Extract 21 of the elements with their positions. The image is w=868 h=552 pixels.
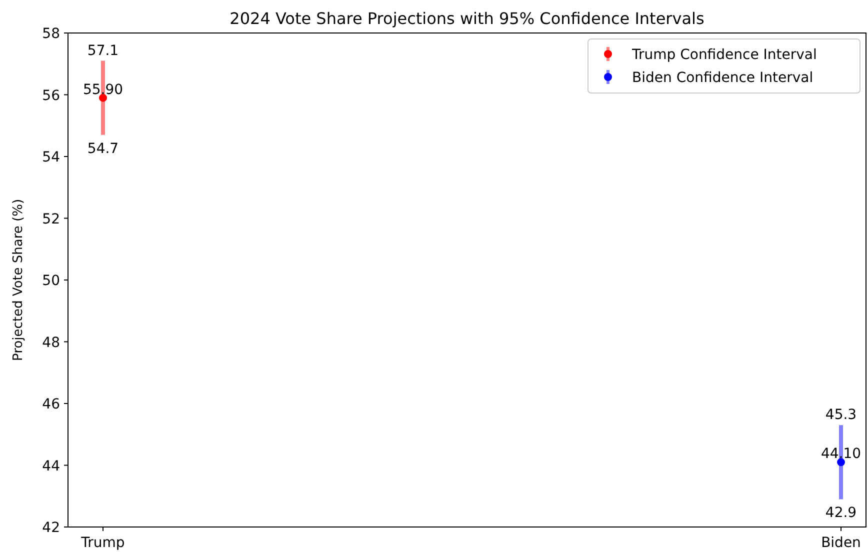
chart-title: 2024 Vote Share Projections with 95% Confidence Intervals [230, 9, 704, 28]
annotation: 42.9 [825, 505, 857, 522]
y-tick-label: 48 [42, 334, 60, 351]
legend-label: Biden Confidence Interval [632, 70, 814, 86]
y-tick-label: 56 [42, 88, 60, 104]
y-tick-label: 58 [42, 26, 60, 42]
data-label: 44.10 [820, 446, 862, 462]
x-tick-label: Biden [821, 535, 861, 551]
data-label: 55.90 [82, 82, 124, 98]
x-tick-label: Trump [80, 535, 125, 551]
annotation: 54.7 [87, 140, 119, 157]
y-tick-label: 50 [42, 273, 60, 289]
y-tick-label: 42 [42, 520, 60, 536]
annotation: 57.1 [87, 42, 119, 59]
y-tick-label: 52 [42, 211, 60, 228]
annotation: 45.3 [825, 407, 857, 424]
y-axis-title: Projected Vote Share (%) [11, 198, 26, 362]
y-tick-label: 44 [42, 458, 60, 474]
y-tick-label: 46 [42, 396, 60, 412]
y-tick-label: 54 [42, 150, 60, 166]
legend-label: Trump Confidence Interval [631, 47, 817, 63]
